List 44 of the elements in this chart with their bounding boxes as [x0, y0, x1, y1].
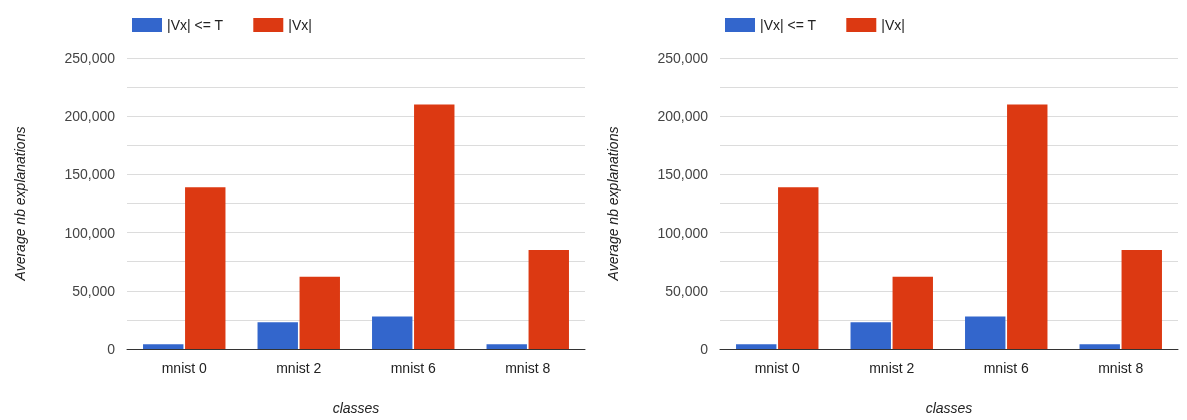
bar — [892, 276, 933, 349]
x-axis-title: classes — [925, 400, 973, 416]
bar — [299, 276, 340, 349]
bar — [1007, 104, 1048, 349]
x-axis-title: classes — [332, 400, 380, 416]
bar — [486, 344, 527, 349]
x-tick-label: mnist 8 — [1098, 360, 1144, 376]
legend-label: |Vx| — [881, 17, 905, 33]
x-tick-label: mnist 2 — [869, 360, 915, 376]
legend-label: |Vx| <= T — [167, 17, 224, 33]
bar — [1079, 344, 1120, 349]
bar — [850, 322, 891, 349]
bar — [528, 250, 569, 349]
x-tick-label: mnist 2 — [276, 360, 322, 376]
y-tick-label: 200,000 — [657, 108, 709, 125]
y-axis-title: Average nb explanations — [605, 126, 621, 282]
y-tick-label: 100,000 — [657, 224, 709, 241]
y-tick-label: 250,000 — [64, 50, 116, 66]
x-tick-label: mnist 8 — [505, 360, 551, 376]
x-tick-label: mnist 6 — [390, 360, 437, 376]
bar — [965, 316, 1006, 349]
y-tick-label: 150,000 — [657, 166, 709, 183]
bar — [372, 316, 413, 349]
x-tick-label: mnist 0 — [161, 360, 208, 376]
bar — [736, 344, 777, 349]
y-tick-label: 150,000 — [64, 166, 116, 183]
y-tick-label: 50,000 — [665, 282, 709, 299]
y-tick-label: 100,000 — [64, 224, 116, 241]
x-tick-label: mnist 0 — [754, 360, 801, 376]
bar — [778, 187, 819, 349]
bar — [143, 344, 184, 349]
y-axis-title: Average nb explanations — [12, 126, 28, 282]
bar — [1121, 250, 1162, 349]
x-tick-label: mnist 6 — [983, 360, 1030, 376]
legend-label: |Vx| <= T — [760, 17, 817, 33]
y-tick-label: 0 — [107, 341, 116, 357]
bar — [185, 187, 226, 349]
y-tick-label: 250,000 — [657, 50, 709, 66]
y-tick-label: 0 — [700, 341, 709, 357]
bar — [414, 104, 455, 349]
y-tick-label: 50,000 — [72, 282, 116, 299]
legend-label: |Vx| — [288, 17, 312, 33]
bar — [257, 322, 298, 349]
y-tick-label: 200,000 — [64, 108, 116, 125]
